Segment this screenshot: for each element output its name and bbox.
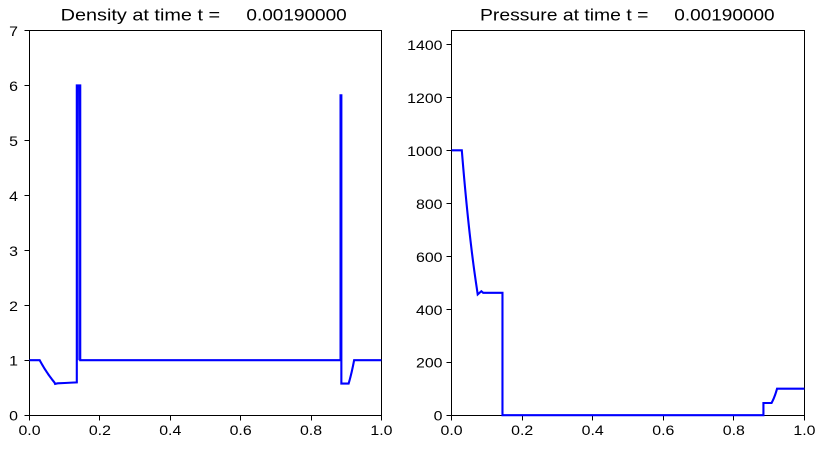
- svg-text:0.8: 0.8: [300, 423, 322, 439]
- svg-text:1400: 1400: [407, 38, 442, 54]
- svg-text:800: 800: [416, 197, 443, 213]
- svg-text:6: 6: [9, 79, 18, 95]
- svg-text:0.4: 0.4: [582, 423, 604, 439]
- svg-text:0.6: 0.6: [230, 423, 252, 439]
- svg-text:0.00190000: 0.00190000: [674, 6, 774, 25]
- svg-text:0.00190000: 0.00190000: [246, 6, 346, 25]
- svg-text:1.0: 1.0: [793, 423, 815, 439]
- svg-text:7: 7: [9, 24, 18, 40]
- svg-text:1000: 1000: [407, 144, 442, 160]
- svg-text:600: 600: [416, 250, 443, 266]
- svg-text:0.2: 0.2: [89, 423, 111, 439]
- svg-text:200: 200: [416, 356, 443, 372]
- svg-text:0.6: 0.6: [652, 423, 674, 439]
- svg-text:2: 2: [9, 299, 18, 315]
- svg-text:1: 1: [9, 354, 18, 370]
- svg-text:0.8: 0.8: [723, 423, 745, 439]
- svg-text:0.0: 0.0: [18, 423, 40, 439]
- svg-text:0: 0: [9, 409, 18, 425]
- svg-text:0.2: 0.2: [511, 423, 533, 439]
- svg-text:400: 400: [416, 303, 443, 319]
- svg-text:5: 5: [9, 134, 18, 150]
- svg-text:4: 4: [9, 189, 18, 205]
- svg-text:1.0: 1.0: [370, 423, 392, 439]
- svg-text:1200: 1200: [407, 91, 442, 107]
- svg-text:Pressure at time t =: Pressure at time t =: [480, 6, 648, 24]
- svg-text:0.0: 0.0: [441, 423, 463, 439]
- svg-text:3: 3: [9, 244, 18, 260]
- svg-text:0.4: 0.4: [159, 423, 181, 439]
- svg-text:0: 0: [434, 409, 443, 425]
- svg-text:Density at time t =: Density at time t =: [61, 5, 221, 24]
